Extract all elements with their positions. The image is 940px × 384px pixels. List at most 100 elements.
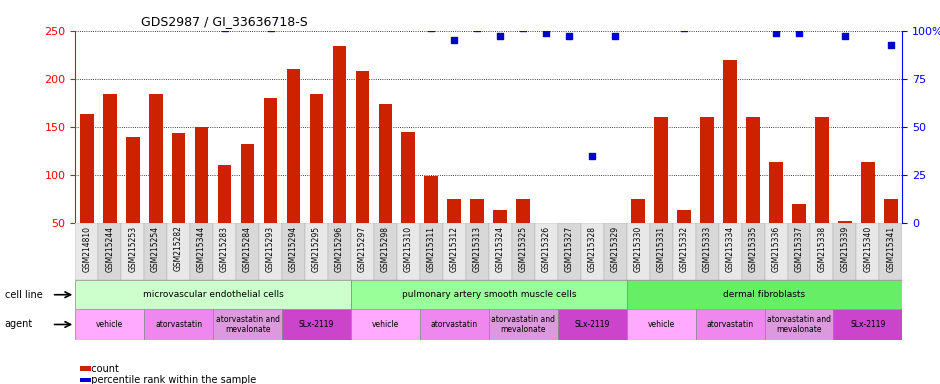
Text: GSM215337: GSM215337	[794, 225, 804, 272]
Point	[171, 21, 186, 27]
Point	[470, 25, 485, 31]
FancyBboxPatch shape	[305, 223, 328, 280]
FancyBboxPatch shape	[144, 309, 213, 340]
Text: GSM215312: GSM215312	[450, 225, 459, 271]
Text: GSM215336: GSM215336	[772, 225, 780, 272]
Text: pulmonary artery smooth muscle cells: pulmonary artery smooth muscle cells	[401, 290, 576, 299]
FancyBboxPatch shape	[75, 223, 98, 280]
FancyBboxPatch shape	[420, 223, 443, 280]
Point	[791, 30, 807, 36]
Text: GSM215244: GSM215244	[105, 225, 114, 272]
Text: GSM215335: GSM215335	[748, 225, 758, 272]
Text: GSM215327: GSM215327	[565, 225, 573, 272]
FancyBboxPatch shape	[75, 280, 351, 309]
FancyBboxPatch shape	[420, 309, 489, 340]
Point	[194, 21, 209, 27]
Text: GSM215338: GSM215338	[818, 225, 826, 272]
Bar	[241, 144, 255, 271]
Text: microvascular endothelial cells: microvascular endothelial cells	[143, 290, 284, 299]
Text: agent: agent	[5, 319, 33, 329]
Text: GSM215310: GSM215310	[404, 225, 413, 272]
Point	[240, 21, 255, 27]
FancyBboxPatch shape	[489, 309, 557, 340]
FancyBboxPatch shape	[75, 309, 144, 340]
Text: GSM215328: GSM215328	[588, 225, 597, 271]
FancyBboxPatch shape	[834, 309, 902, 340]
FancyBboxPatch shape	[581, 223, 603, 280]
FancyBboxPatch shape	[764, 223, 788, 280]
Point	[884, 42, 899, 48]
FancyBboxPatch shape	[282, 309, 351, 340]
FancyBboxPatch shape	[98, 223, 121, 280]
Text: GSM215295: GSM215295	[312, 225, 321, 272]
FancyBboxPatch shape	[627, 280, 902, 309]
Text: vehicle: vehicle	[648, 320, 675, 329]
Text: GSM215339: GSM215339	[840, 225, 850, 272]
Text: GSM214810: GSM214810	[82, 225, 91, 271]
Text: cell line: cell line	[5, 290, 42, 300]
Bar	[677, 210, 691, 271]
Bar	[654, 117, 668, 271]
Bar	[632, 199, 645, 271]
FancyBboxPatch shape	[880, 223, 902, 280]
Text: atorvastatin: atorvastatin	[707, 320, 754, 329]
Text: GSM215294: GSM215294	[289, 225, 298, 272]
Text: GSM215331: GSM215331	[657, 225, 666, 272]
FancyBboxPatch shape	[259, 223, 282, 280]
Bar	[608, 234, 622, 271]
Text: atorvastatin and
mevalonate: atorvastatin and mevalonate	[492, 315, 556, 334]
FancyBboxPatch shape	[443, 223, 466, 280]
Point	[125, 21, 140, 27]
Bar	[838, 221, 852, 271]
FancyBboxPatch shape	[764, 309, 834, 340]
Text: GSM215334: GSM215334	[726, 225, 734, 272]
Bar	[195, 127, 209, 271]
Point	[309, 21, 324, 27]
Text: GSM215326: GSM215326	[541, 225, 551, 272]
Text: GSM215284: GSM215284	[243, 225, 252, 271]
Bar	[379, 104, 392, 271]
Point	[814, 18, 829, 24]
Bar	[149, 94, 163, 271]
Point	[516, 25, 531, 31]
Bar	[470, 199, 484, 271]
FancyBboxPatch shape	[351, 280, 627, 309]
Bar	[263, 98, 277, 271]
Bar	[218, 165, 231, 271]
Text: GSM215311: GSM215311	[427, 225, 436, 271]
FancyBboxPatch shape	[213, 309, 282, 340]
FancyBboxPatch shape	[788, 223, 810, 280]
FancyBboxPatch shape	[650, 223, 673, 280]
Point	[677, 25, 692, 31]
FancyBboxPatch shape	[742, 223, 764, 280]
Point	[585, 152, 600, 159]
FancyBboxPatch shape	[627, 223, 650, 280]
Bar	[126, 137, 139, 271]
Text: GDS2987 / GI_33636718-S: GDS2987 / GI_33636718-S	[141, 15, 308, 28]
FancyBboxPatch shape	[511, 223, 535, 280]
Text: GSM215341: GSM215341	[886, 225, 896, 272]
Bar	[172, 134, 185, 271]
Text: GSM215344: GSM215344	[197, 225, 206, 272]
FancyBboxPatch shape	[282, 223, 305, 280]
FancyBboxPatch shape	[190, 223, 213, 280]
Bar	[80, 114, 94, 271]
Bar	[792, 204, 806, 271]
Bar	[494, 210, 508, 271]
Bar	[769, 162, 783, 271]
Point	[562, 33, 577, 39]
Text: GSM215298: GSM215298	[381, 225, 390, 271]
FancyBboxPatch shape	[856, 223, 880, 280]
FancyBboxPatch shape	[557, 223, 581, 280]
Bar	[333, 46, 346, 271]
Point	[355, 21, 370, 27]
Bar	[723, 60, 737, 271]
Point	[539, 30, 554, 36]
Bar	[746, 117, 760, 271]
Text: dermal fibroblasts: dermal fibroblasts	[724, 290, 806, 299]
FancyBboxPatch shape	[351, 223, 374, 280]
Text: GSM215332: GSM215332	[680, 225, 689, 272]
Bar	[401, 131, 415, 271]
Text: vehicle: vehicle	[372, 320, 399, 329]
Text: GSM215293: GSM215293	[266, 225, 275, 272]
